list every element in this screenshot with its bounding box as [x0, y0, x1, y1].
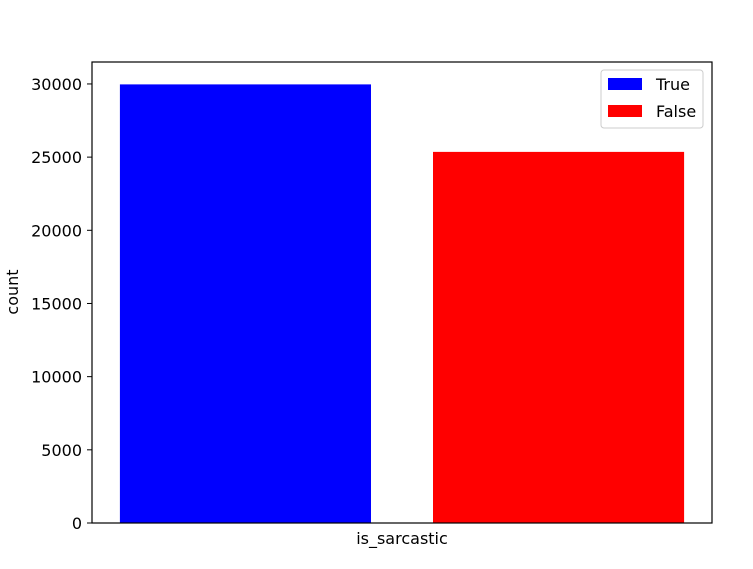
legend: True False: [600, 69, 704, 129]
legend-swatch-false: [608, 105, 642, 117]
y-tick-label: 0: [72, 514, 82, 533]
y-tick-label: 10000: [31, 368, 82, 387]
y-axis-label: count: [3, 269, 22, 314]
legend-swatch-true: [608, 78, 642, 90]
y-tick-label: 25000: [31, 148, 82, 167]
y-tick-label: 30000: [31, 75, 82, 94]
plot-spines: [91, 61, 713, 524]
y-tick-label: 15000: [31, 294, 82, 313]
y-axis-ticks: 0 5000 10000 15000 20000 25000 30000: [31, 75, 92, 533]
legend-label-false: False: [656, 102, 696, 121]
bars-group: [119, 84, 685, 524]
bar-true: [119, 84, 372, 524]
y-tick-label: 5000: [41, 441, 82, 460]
y-tick-label: 20000: [31, 221, 82, 240]
bar-false: [433, 151, 685, 523]
legend-label-true: True: [655, 75, 690, 94]
x-axis-label: is_sarcastic: [356, 529, 448, 549]
